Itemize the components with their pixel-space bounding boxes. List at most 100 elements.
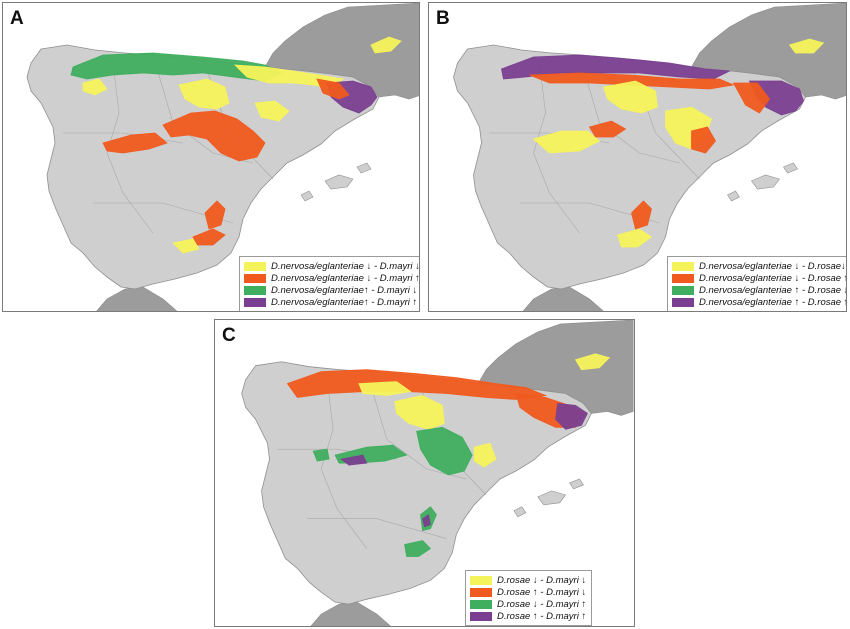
distribution-b	[501, 38, 825, 248]
legend-label: D.nervosa/eglanteriae↑ - D.mayri ↑	[271, 296, 418, 308]
legend-swatch	[470, 599, 492, 609]
legend-label: D.nervosa/eglanteriae ↑ - D.rosae ↓	[699, 284, 847, 296]
distribution-patch-yellow	[532, 130, 601, 154]
map-panel-a: A D.nervosa/eglanteriae ↓ - D.mayri ↓ D.…	[2, 2, 420, 312]
island-ibiza	[513, 506, 527, 518]
map-panel-c: C D.rosae ↓ - D.mayri ↓ D.rosae ↑ - D.ma…	[214, 319, 635, 627]
legend-label: D.nervosa/eglanteriae ↓ - D.rosae↓	[699, 260, 846, 272]
legend-label: D.rosae ↑ - D.mayri ↓	[497, 586, 587, 598]
distribution-patch-yellow	[394, 395, 445, 430]
region-boundary	[320, 379, 368, 549]
distribution-patch-orange	[529, 72, 735, 90]
distribution-patch-orange	[732, 82, 770, 114]
legend-label: D.rosae ↑ - D.mayri ↑	[497, 610, 587, 622]
map-b	[429, 3, 846, 311]
legend-item: D.nervosa/eglanteriae↑ - D.mayri ↑	[244, 296, 419, 308]
distribution-patch-orange	[192, 228, 226, 246]
legend-label: D.nervosa/eglanteriae↑ - D.mayri ↓	[271, 284, 418, 296]
distribution-patch-yellow	[473, 442, 497, 468]
legend-item: D.nervosa/eglanteriae ↑ - D.rosae ↓	[672, 284, 847, 296]
distribution-patch-orange	[316, 78, 350, 100]
distribution-patch-yellow	[358, 381, 412, 396]
legend-item: D.rosae ↓ - D.mayri ↑	[470, 598, 586, 610]
legend-swatch	[672, 285, 694, 295]
region-boundary	[533, 62, 580, 234]
legend-item: D.nervosa/eglanteriae ↓ - D.rosae ↑	[672, 272, 847, 284]
iberian-peninsula	[453, 44, 806, 290]
distribution-patch-green	[404, 540, 432, 557]
panel-letter-b: B	[436, 8, 450, 29]
legend-c: D.rosae ↓ - D.mayri ↓ D.rosae ↑ - D.mayr…	[465, 570, 593, 626]
region-boundary	[579, 54, 680, 164]
legend-a: D.nervosa/eglanteriae ↓ - D.mayri ↓ D.ne…	[239, 256, 420, 311]
legend-swatch	[672, 273, 694, 283]
distribution-patch-orange	[691, 126, 716, 154]
legend-swatch	[470, 611, 492, 621]
legend-label: D.nervosa/eglanteriae ↓ - D.rosae ↑	[699, 272, 847, 284]
legend-label: D.nervosa/eglanteriae ↓ - D.mayri ↑	[271, 272, 420, 284]
distribution-c	[286, 353, 611, 557]
island-ibiza	[727, 190, 740, 202]
legend-item: D.rosae ↑ - D.mayri ↑	[470, 610, 586, 622]
map-panel-b: B D.nervosa/eglanteriae ↓ - D.rosae↓ D.n…	[428, 2, 847, 312]
distribution-patch-orange	[102, 132, 168, 154]
legend-item: D.rosae ↑ - D.mayri ↓	[470, 586, 586, 598]
map-base-c	[217, 320, 634, 626]
distribution-patch-yellow	[82, 78, 108, 96]
legend-label: D.rosae ↓ - D.mayri ↓	[497, 574, 587, 586]
distribution-patch-yellow	[616, 228, 653, 248]
island-menorca	[783, 162, 798, 174]
distribution-patch-green	[70, 52, 284, 82]
map-base-a	[3, 3, 419, 311]
region-boundary	[307, 518, 447, 539]
legend-swatch	[672, 297, 694, 307]
legend-item: D.nervosa/eglanteriae↑ - D.mayri ↓	[244, 284, 419, 296]
island-mallorca	[751, 174, 781, 190]
legend-swatch	[470, 575, 492, 585]
legend-label: D.rosae ↓ - D.mayri ↑	[497, 598, 587, 610]
panel-letter-a: A	[10, 8, 24, 29]
legend-swatch	[470, 587, 492, 597]
distribution-patch-green	[312, 448, 330, 462]
distribution-patch-yellow	[254, 100, 290, 122]
legend-item: D.nervosa/eglanteriae ↓ - D.mayri ↑	[244, 272, 420, 284]
distribution-patch-yellow	[602, 80, 658, 114]
legend-swatch	[672, 261, 694, 271]
island-menorca	[356, 162, 372, 174]
legend-label: D.nervosa/eglanteriae ↑ - D.rosae ↑	[699, 296, 847, 308]
panel-letter-c: C	[222, 325, 236, 346]
region-boundary	[106, 62, 154, 234]
island-mallorca	[324, 174, 354, 190]
legend-item: D.nervosa/eglanteriae ↓ - D.mayri ↓	[244, 260, 420, 272]
distribution-patch-yellow	[370, 36, 402, 54]
legend-item: D.nervosa/eglanteriae ↑ - D.rosae ↑	[672, 296, 847, 308]
distribution-patch-purple	[422, 514, 431, 528]
distribution-a	[70, 36, 402, 254]
island-mallorca	[537, 490, 567, 506]
distribution-patch-orange	[588, 120, 627, 138]
distribution-patch-yellow	[172, 238, 200, 254]
map-a	[3, 3, 419, 311]
distribution-patch-orange	[204, 200, 226, 230]
legend-item: D.nervosa/eglanteriae ↓ - D.rosae↓	[672, 260, 846, 272]
map-base-b	[429, 3, 846, 311]
distribution-patch-green	[416, 426, 473, 476]
island-menorca	[569, 478, 584, 490]
legend-swatch	[244, 297, 266, 307]
legend-swatch	[244, 261, 266, 271]
legend-label: D.nervosa/eglanteriae ↓ - D.mayri ↓	[271, 260, 420, 272]
map-c	[217, 320, 634, 626]
legend-swatch	[244, 273, 266, 283]
distribution-patch-yellow	[788, 38, 825, 54]
distribution-patch-purple	[555, 403, 588, 430]
distribution-patch-yellow	[574, 353, 611, 371]
distribution-patch-orange	[631, 200, 652, 230]
distribution-patch-yellow	[178, 78, 230, 110]
iberian-peninsula	[26, 44, 380, 290]
legend-b: D.nervosa/eglanteriae ↓ - D.rosae↓ D.ner…	[667, 256, 847, 311]
legend-item: D.rosae ↓ - D.mayri ↓	[470, 574, 586, 586]
distribution-patch-orange	[162, 110, 266, 162]
island-ibiza	[300, 190, 314, 202]
legend-swatch	[244, 285, 266, 295]
distribution-patch-purple	[340, 454, 368, 466]
